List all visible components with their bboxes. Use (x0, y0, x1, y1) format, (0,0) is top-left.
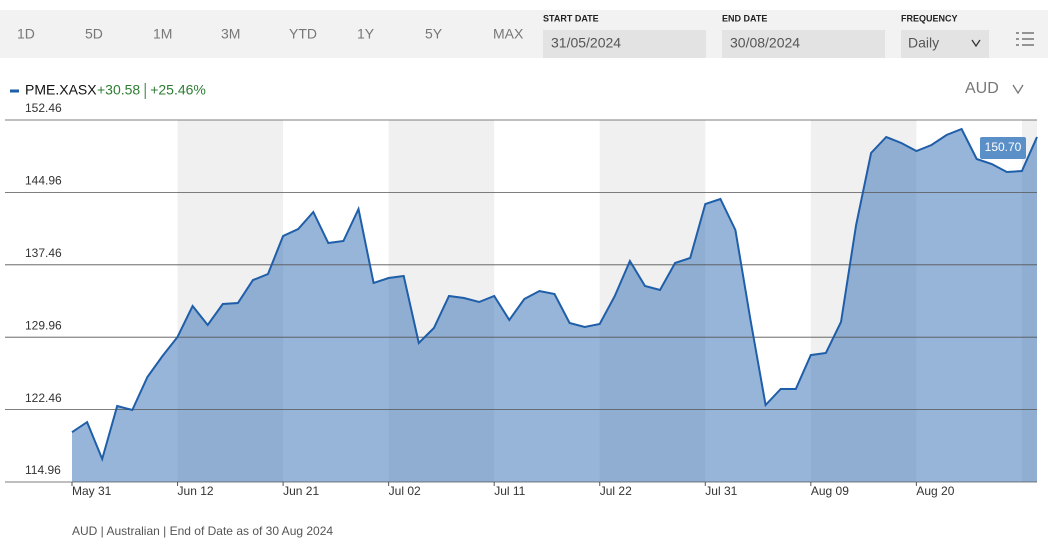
range-button[interactable]: 1M (153, 26, 172, 42)
menu-icon[interactable] (1016, 32, 1034, 46)
x-tick-label: Jul 22 (600, 484, 632, 498)
area (72, 129, 1037, 482)
footer: AUD | Australian | End of Date as of 30 … (72, 524, 333, 538)
x-tick-label: Aug 20 (916, 484, 954, 498)
frequency-label: FREQUENCY (901, 13, 958, 23)
y-tick-label: 122.46 (25, 391, 62, 405)
x-tick-label: Jun 12 (178, 484, 214, 498)
x-tick-label: Jul 02 (389, 484, 421, 498)
x-tick-label: Jun 21 (283, 484, 319, 498)
y-tick-label: 144.96 (25, 174, 62, 188)
range-button[interactable]: 1D (17, 26, 35, 42)
range-button[interactable]: YTD (289, 26, 317, 42)
line (71, 127, 1038, 463)
range-button[interactable]: 1Y (357, 26, 375, 42)
end-date: 30/08/2024 (730, 35, 800, 51)
y-tick-label: 152.46 (25, 101, 62, 115)
currency[interactable]: AUD (965, 80, 999, 97)
x-tick-label: Aug 09 (811, 484, 849, 498)
range-button[interactable]: MAX (493, 26, 524, 42)
change: +30.58 (97, 82, 140, 98)
x-tick-label: Jul 11 (494, 484, 525, 498)
chevron (1012, 84, 1024, 95)
range-button[interactable]: 5Y (425, 26, 443, 42)
x-tick-label: May 31 (72, 484, 112, 498)
change-pct: +25.46% (150, 82, 206, 98)
y-tick-label: 114.96 (25, 463, 61, 477)
value-label: 150.70 (985, 140, 1022, 154)
start-date-input[interactable] (543, 30, 706, 58)
end-date-input[interactable] (722, 30, 885, 58)
start-date: 31/05/2024 (551, 35, 621, 51)
chevron (971, 39, 981, 48)
plot: 114.96 122.46 129.96 137.46 144.96 152.46 May … (5, 101, 1038, 498)
range-button[interactable]: 3M (221, 26, 240, 42)
value-label-box (980, 136, 1026, 159)
legend-name: PME.XASX (25, 82, 97, 98)
y-tick-label: 129.96 (25, 318, 62, 332)
start-date-label: START DATE (543, 13, 599, 23)
end-date-label: END DATE (722, 13, 767, 23)
frequency: Daily (908, 35, 939, 51)
x-tick-label: Jul 31 (705, 484, 737, 498)
range-button[interactable]: 5D (85, 26, 103, 42)
y-tick-label: 137.46 (25, 246, 62, 260)
